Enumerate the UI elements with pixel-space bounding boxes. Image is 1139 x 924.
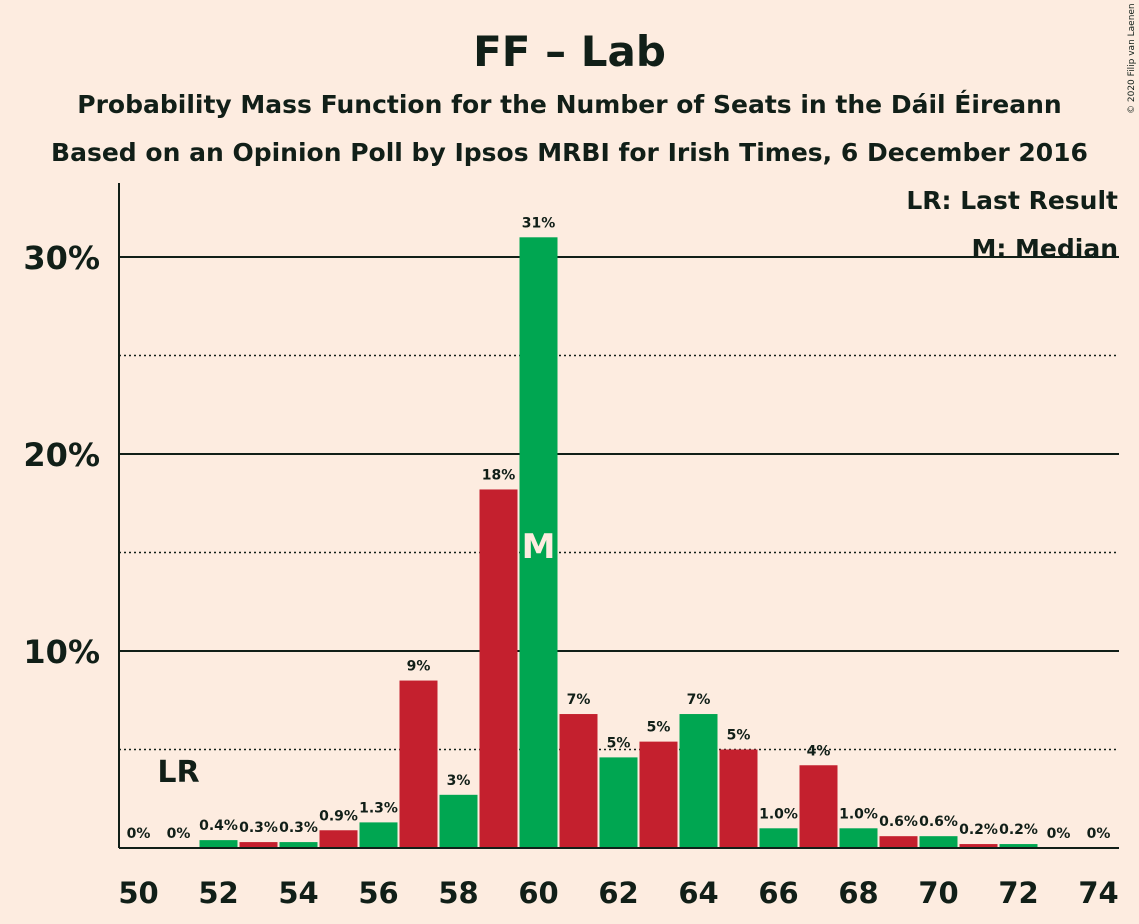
bar-label-seat-64: 7%: [687, 692, 711, 708]
x-tick-label-72: 72: [998, 876, 1038, 910]
bar-label-seat-59: 18%: [482, 467, 516, 483]
bar-label-seat-62: 5%: [607, 735, 631, 751]
x-ticks-group: 50 52 54 56 58 60 62 64 66 68 70 72 74: [118, 876, 1118, 910]
bar-seat-60: [519, 237, 558, 849]
copyright-note: © 2020 Filip van Laenen: [1127, 3, 1137, 114]
bar-label-seat-55: 0.9%: [319, 808, 358, 824]
bar-labels-group: 0% 0% 0.4% 0.3% 0.3%0.9% 1.3%9%3%18%31%7%5%5%…: [127, 215, 1111, 842]
bar-seat-68: [839, 828, 878, 848]
bar-seat-52: [199, 840, 238, 848]
bar-label-seat-61: 7%: [567, 692, 591, 708]
x-tick-label-54: 54: [278, 876, 318, 910]
bar-seat-63: [639, 741, 678, 848]
x-tick-label-62: 62: [598, 876, 638, 910]
bar-label-seat-60: 31%: [522, 215, 556, 231]
bar-label-seat-69: 0.6%: [879, 814, 918, 830]
bar-label-seat-71: 0.2%: [959, 822, 998, 838]
bar-seat-67: [799, 765, 838, 848]
bar-label-seat-50: 0%: [127, 826, 151, 842]
x-tick-label-68: 68: [838, 876, 878, 910]
bar-seat-62: [599, 757, 638, 848]
x-tick-label-50: 50: [118, 876, 158, 910]
bar-seat-53: [239, 842, 278, 848]
chart-subtitle-2: Based on an Opinion Poll by Ipsos MRBI f…: [51, 138, 1088, 167]
x-tick-label-52: 52: [198, 876, 238, 910]
x-tick-label-74: 74: [1078, 876, 1118, 910]
bar-seat-65: [719, 749, 758, 848]
bar-seat-56: [359, 822, 398, 848]
bar-seat-61: [559, 714, 598, 848]
chart-title: FF – Lab: [473, 27, 666, 76]
legend-last-result: LR: Last Result: [906, 186, 1118, 215]
bar-label-seat-70: 0.6%: [919, 814, 958, 830]
bar-seat-70: [919, 836, 958, 848]
legend-median: M: Median: [971, 234, 1118, 263]
y-tick-label-30: 30%: [23, 239, 100, 277]
bar-seat-69: [879, 836, 918, 848]
bar-seat-66: [759, 828, 798, 848]
y-tick-label-20: 20%: [23, 436, 100, 474]
bar-label-seat-51: 0%: [167, 826, 191, 842]
bar-seat-55: [319, 830, 358, 848]
last-result-marker: LR: [157, 755, 199, 790]
bar-label-seat-73: 0%: [1047, 826, 1071, 842]
x-tick-label-56: 56: [358, 876, 398, 910]
bar-label-seat-74: 0%: [1087, 826, 1111, 842]
bar-seat-58: [439, 794, 478, 848]
x-tick-label-64: 64: [678, 876, 718, 910]
bar-label-seat-58: 3%: [447, 773, 471, 789]
x-tick-label-66: 66: [758, 876, 798, 910]
bar-label-seat-56: 1.3%: [359, 800, 398, 816]
bar-label-seat-54: 0.3%: [279, 820, 318, 836]
bar-seat-57: [399, 680, 438, 848]
grid-lines: [119, 256, 1119, 751]
bar-seat-72: [999, 844, 1038, 848]
y-tick-label-10: 10%: [23, 633, 100, 671]
bar-seat-64: [679, 714, 718, 848]
bars-group: [199, 237, 1038, 849]
bar-label-seat-63: 5%: [647, 720, 671, 736]
chart-subtitle: Probability Mass Function for the Number…: [77, 90, 1061, 119]
bar-seat-71: [959, 844, 998, 848]
x-tick-label-60: 60: [518, 876, 558, 910]
bar-label-seat-68: 1.0%: [839, 806, 878, 822]
bar-label-seat-67: 4%: [807, 743, 831, 759]
bar-label-seat-72: 0.2%: [999, 822, 1038, 838]
y-ticks-group: 10% 20% 30%: [23, 239, 100, 671]
bar-seat-59: [479, 489, 518, 848]
median-marker: M: [522, 527, 556, 567]
bar-label-seat-52: 0.4%: [199, 818, 238, 834]
x-tick-label-58: 58: [438, 876, 478, 910]
bar-label-seat-53: 0.3%: [239, 820, 278, 836]
bar-label-seat-65: 5%: [727, 728, 751, 744]
bar-label-seat-57: 9%: [407, 659, 431, 675]
bar-seat-54: [279, 842, 318, 848]
x-tick-label-70: 70: [918, 876, 958, 910]
bar-label-seat-66: 1.0%: [759, 806, 798, 822]
